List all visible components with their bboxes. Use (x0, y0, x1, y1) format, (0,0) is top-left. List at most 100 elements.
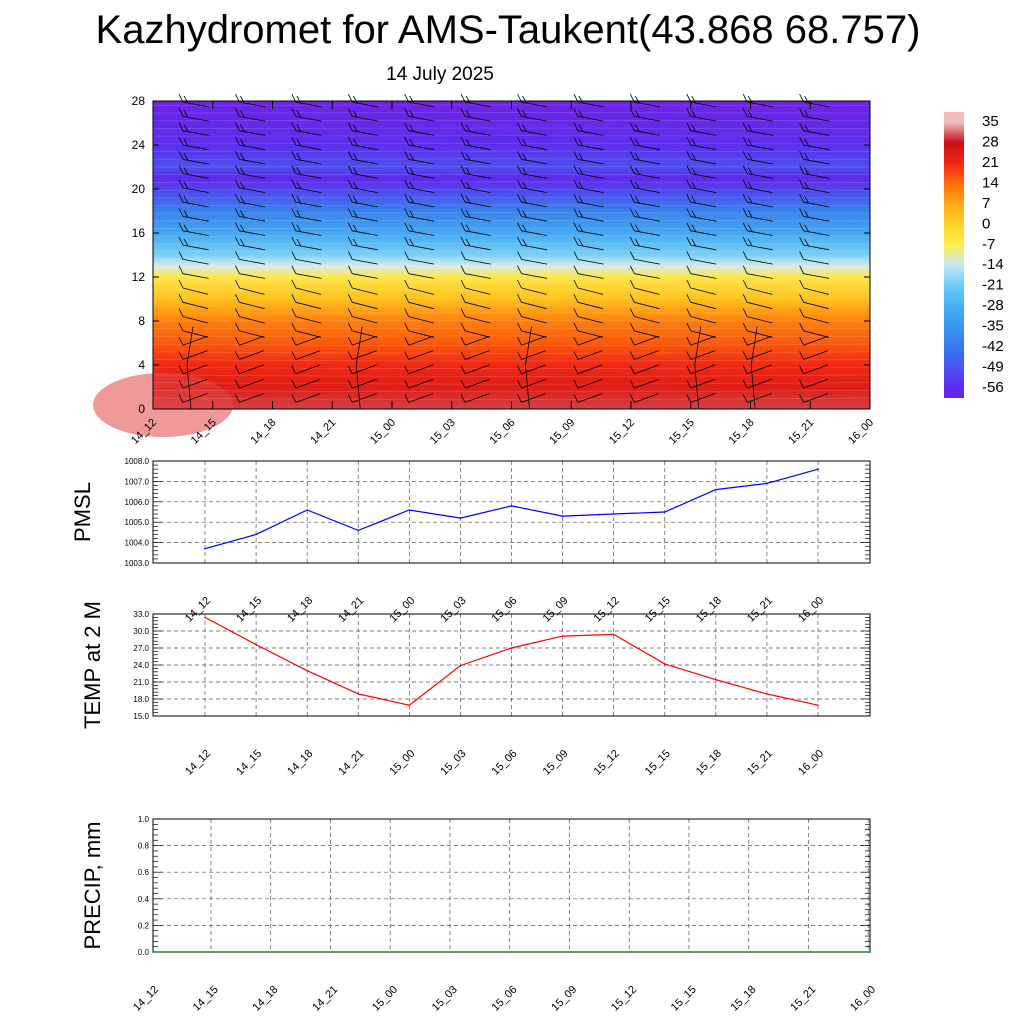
wind-barb (404, 179, 435, 193)
wind-barb (686, 393, 716, 403)
barb-shaft (239, 130, 266, 136)
wind-barb (291, 108, 322, 122)
barb-shaft (803, 230, 830, 236)
barb-flag (573, 294, 579, 303)
barb-flag (799, 194, 804, 203)
barb-flag (291, 194, 297, 203)
barb-flag (517, 165, 522, 174)
barb-shaft (408, 316, 434, 324)
barb-shaft (464, 350, 490, 360)
wind-barb (517, 208, 548, 222)
y-tick-label: 30.0 (133, 627, 149, 636)
barb-shaft (295, 101, 322, 108)
data-point (306, 669, 309, 672)
barb-flag (634, 195, 640, 204)
colorbar-label: -21 (982, 277, 1004, 294)
barb-flag (460, 122, 466, 131)
barb-shaft (352, 230, 378, 236)
barb-shaft (352, 364, 377, 375)
barb-shaft (521, 393, 547, 403)
barb-flag (404, 222, 410, 231)
wind-barb (235, 194, 266, 208)
wind-barb (460, 294, 491, 310)
barb-flag (352, 138, 358, 147)
wind-barb (573, 279, 604, 295)
barb-shaft (747, 330, 773, 338)
barb-shaft (577, 116, 604, 122)
barb-shaft (521, 330, 547, 338)
barb-flag (517, 351, 522, 360)
wind-barb (460, 122, 491, 136)
barb-shaft (634, 244, 660, 251)
y-tick-label: 24.0 (133, 661, 149, 670)
barb-flag (235, 279, 240, 289)
barb-shaft (239, 378, 264, 389)
wind-barb (799, 208, 830, 222)
barb-shaft (521, 244, 548, 251)
x-tick-label: 15_09 (541, 748, 571, 778)
isoline (152, 158, 871, 160)
barb-flag (517, 294, 522, 303)
barb-flag (747, 181, 753, 190)
warm-surface-pocket (93, 373, 233, 437)
barb-shaft (295, 301, 322, 310)
x-tick-label: 15_03 (438, 748, 468, 778)
barb-shaft (352, 393, 377, 403)
barb-shaft (295, 259, 322, 265)
barb-flag (804, 110, 809, 118)
barb-flag (347, 265, 353, 274)
barb-shaft (690, 350, 716, 360)
wind-barb (460, 335, 490, 346)
barb-shaft (521, 287, 547, 295)
y-tick-label: 0.4 (138, 895, 150, 904)
wind-barb (291, 122, 322, 136)
barb-shaft (295, 158, 322, 165)
data-point (630, 951, 632, 953)
wind-barb (347, 251, 378, 265)
x-tick-label: 14_12 (183, 595, 213, 625)
barb-flag (522, 210, 527, 218)
barb-flag (634, 95, 640, 104)
barb-flag (178, 122, 184, 131)
barb-flag (465, 210, 471, 218)
wind-barb (799, 265, 830, 279)
barb-flag (404, 337, 410, 346)
barb-shaft (239, 173, 266, 179)
barb-flag (347, 136, 353, 146)
barb-shaft (747, 316, 773, 324)
barb-flag (235, 337, 240, 346)
barb-flag (629, 194, 635, 203)
data-point (391, 951, 393, 953)
x-tick-label: 15_12 (592, 748, 622, 778)
y-tick-label: 0.2 (138, 921, 150, 930)
y-tick-label: 8 (138, 314, 145, 328)
barb-flag (742, 236, 748, 246)
barb-flag (799, 108, 804, 117)
wind-barb (742, 179, 773, 193)
barb-flag (291, 222, 297, 231)
barb-shaft (634, 130, 660, 136)
barb-flag (235, 379, 240, 389)
barb-flag (799, 151, 804, 160)
barb-flag (404, 251, 410, 260)
barb-flag (573, 337, 579, 346)
barb-shaft (747, 201, 773, 208)
x-tick-label: 14_15 (234, 748, 264, 778)
wind-barb (404, 308, 434, 324)
barb-shaft (747, 216, 773, 222)
y-tick-label: 16 (132, 226, 146, 240)
barb-shaft (295, 244, 322, 251)
barb-flag (465, 124, 471, 132)
barb-flag (240, 153, 245, 161)
barb-flag (460, 108, 466, 117)
barb-flag (460, 322, 466, 332)
barb-flag (404, 151, 410, 160)
wind-barb (629, 236, 660, 251)
barb-flag (409, 167, 415, 175)
barb-flag (573, 108, 579, 117)
data-point (817, 704, 819, 706)
barb-shaft (182, 378, 208, 389)
barb-shaft (352, 316, 378, 324)
barb-flag (799, 365, 804, 374)
wind-barb (235, 165, 266, 179)
